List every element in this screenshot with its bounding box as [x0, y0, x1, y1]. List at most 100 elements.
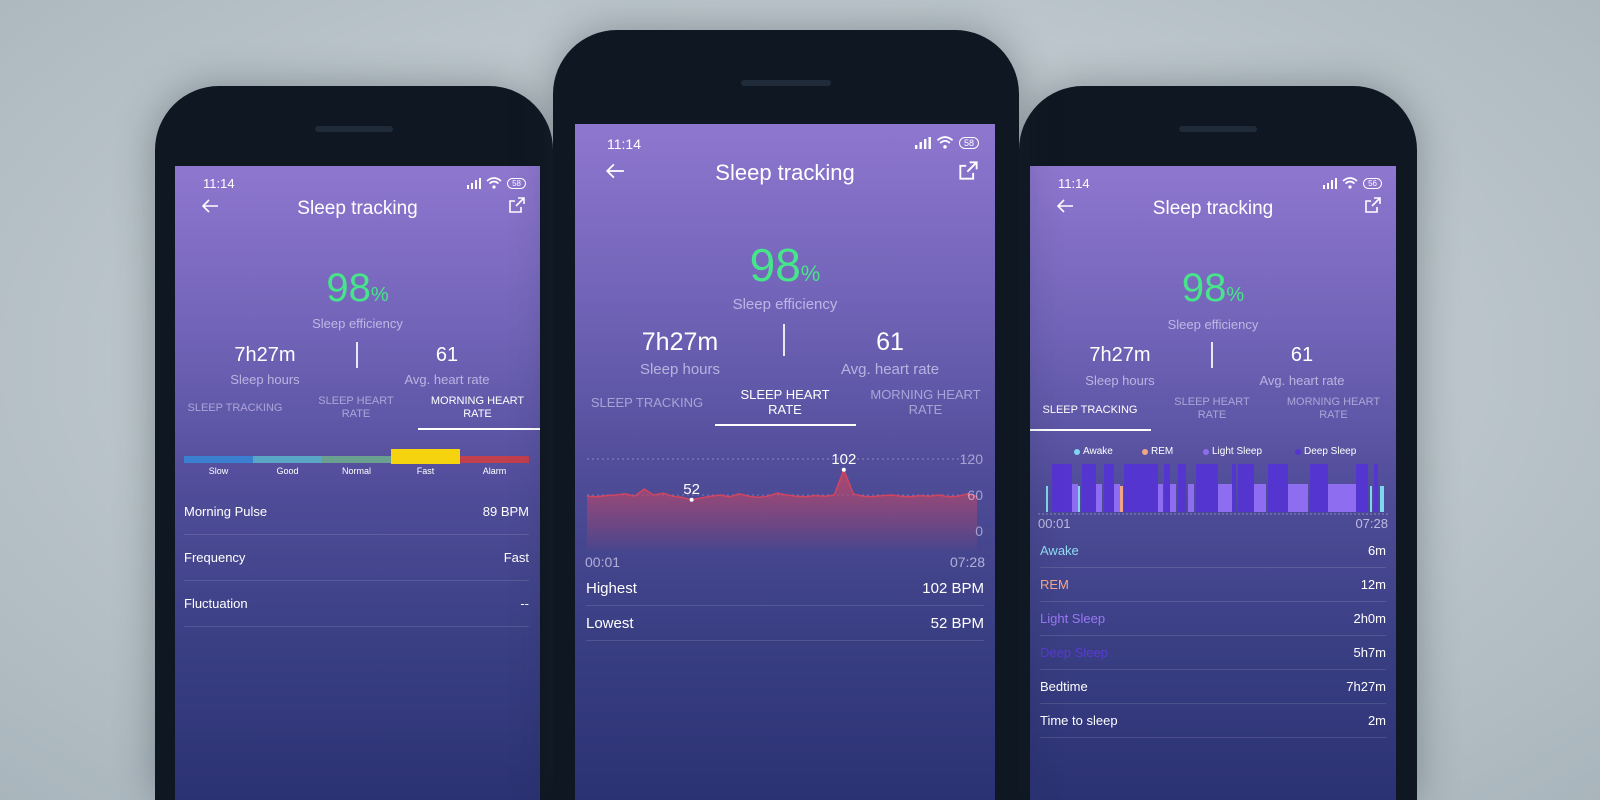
tab-sleep-tracking[interactable]: SLEEP TRACKING [1042, 404, 1138, 416]
stat-label: Deep Sleep [1040, 645, 1108, 660]
stage-block [1128, 464, 1158, 512]
stat-row: Bedtime 7h27m [1040, 670, 1386, 704]
stat-label: Highest [586, 579, 637, 597]
tab-morning-heart-rate[interactable]: MORNING HEART RATE [870, 387, 981, 417]
sleep-stage-chart: 00:01 07:28 [1038, 464, 1388, 531]
x-end-label: 07:28 [950, 554, 985, 570]
heart-rate-label: Avg. heart rate [840, 361, 940, 378]
stat-value: -- [520, 596, 529, 611]
efficiency-label: Sleep efficiency [312, 316, 403, 331]
stat-value: 2h0m [1353, 611, 1386, 626]
heart-rate-value: 61 [876, 328, 904, 356]
status-time: 11:14 [1058, 176, 1090, 191]
scale-label: Normal [341, 466, 371, 476]
y-tick-label: 60 [967, 487, 983, 503]
share-icon [959, 161, 978, 180]
efficiency-number: 98 [749, 239, 801, 291]
tab-active-underline [1030, 429, 1151, 431]
share-button[interactable] [1364, 196, 1382, 219]
legend-label: Deep Sleep [1304, 446, 1357, 457]
heart-rate-line [586, 467, 978, 501]
stat-label: Lowest [586, 614, 634, 632]
scale-label: Good [276, 466, 299, 476]
heart-rate-value: 61 [1290, 344, 1314, 366]
stage-block [1178, 464, 1186, 512]
efficiency-unit: % [370, 284, 389, 306]
speaker-grille [741, 80, 831, 86]
tab-morning-heart-rate[interactable]: MORNING HEART RATE [430, 395, 525, 420]
stage-block [1104, 464, 1114, 512]
share-icon [509, 197, 525, 213]
stage-block [1254, 484, 1266, 512]
stage-block [1238, 464, 1254, 512]
scale-segment-good [253, 456, 322, 463]
stat-row: Lowest 52 BPM [586, 606, 984, 641]
back-button[interactable] [201, 198, 219, 219]
status-icons: 58 [465, 177, 526, 189]
efficiency-value: 98% [175, 268, 540, 315]
heart-rate-value: 61 [435, 344, 459, 366]
stat-row: Awake 6m [1040, 534, 1386, 568]
scale-label: Fast [416, 466, 435, 476]
signal-icon [914, 136, 931, 149]
heart-rate-chart: 120 60 0 52 102 00:01 07:28 [585, 451, 985, 570]
page-title: Sleep tracking [1152, 198, 1274, 219]
scale-segment-normal [322, 456, 391, 463]
stage-block [1120, 486, 1123, 512]
stage-block [1310, 464, 1328, 512]
page-title: Sleep tracking [715, 160, 855, 185]
annotation-label: 52 [683, 481, 700, 498]
wifi-icon [1342, 177, 1358, 189]
stat-value: 52 BPM [930, 614, 984, 632]
stat-value: 5h7m [1353, 645, 1386, 660]
stat-divider [1211, 342, 1213, 368]
tab-sleep-heart-rate[interactable]: SLEEP HEART RATE [740, 387, 830, 417]
stat-row: REM 12m [1040, 568, 1386, 602]
tab-sleep-heart-rate[interactable]: SLEEP HEART RATE [318, 395, 394, 420]
stat-value: 2m [1367, 713, 1386, 728]
sleep-hours-value: 7h27m [1089, 344, 1151, 366]
stat-value: 89 BPM [482, 504, 529, 519]
annotation-label: 102 [831, 451, 856, 468]
stat-row: Time to sleep 2m [1040, 704, 1386, 738]
tab-active-underline [715, 424, 856, 426]
stage-block [1268, 464, 1288, 512]
tab-morning-heart-rate[interactable]: MORNING HEART RATE [1286, 396, 1381, 421]
battery-icon: 58 [958, 136, 979, 149]
efficiency-number: 98 [1181, 266, 1227, 310]
screen-left: 11:14 58 Sleep tracking 98% Sleep effici… [175, 166, 540, 800]
sleep-stage-legend: Awake REM Light Sleep Deep Sleep [1030, 446, 1396, 460]
status-time: 11:14 [203, 176, 235, 191]
tab-sleep-tracking[interactable]: SLEEP TRACKING [590, 395, 704, 410]
stat-label: Time to sleep [1040, 713, 1118, 728]
status-icons: 56 [1321, 177, 1382, 189]
y-tick-label: 120 [960, 451, 984, 467]
efficiency-label: Sleep efficiency [732, 296, 838, 313]
legend-item: REM [1142, 446, 1173, 457]
stage-block [1218, 484, 1232, 512]
stat-label: Light Sleep [1040, 611, 1106, 626]
scale-label: Slow [208, 466, 229, 476]
heart-rate-scale: Slow Good Normal Fast Alarm [184, 446, 529, 486]
back-button[interactable] [605, 162, 625, 185]
stat-value: 102 BPM [922, 579, 984, 597]
share-button[interactable] [508, 196, 526, 219]
stage-block [1170, 484, 1176, 512]
scale-segment-slow [184, 456, 253, 463]
speaker-grille [315, 126, 393, 132]
stage-block [1380, 486, 1384, 512]
stat-value: 12m [1360, 577, 1386, 592]
y-tick-label: 0 [975, 523, 983, 539]
tab-sleep-tracking[interactable]: SLEEP TRACKING [187, 402, 283, 414]
heart-rate-label: Avg. heart rate [404, 372, 490, 387]
arrow-left-icon [605, 163, 624, 179]
efficiency-value: 98% [1030, 268, 1396, 315]
signal-icon [1323, 177, 1338, 189]
tab-sleep-heart-rate[interactable]: SLEEP HEART RATE [1174, 396, 1250, 421]
stat-row: Fluctuation -- [184, 581, 529, 627]
screen-center: 11:14 58 Sleep tracking 98% Sleep effici… [575, 124, 995, 800]
share-button[interactable] [958, 160, 979, 186]
sleep-hours-value: 7h27m [234, 344, 296, 366]
back-button[interactable] [1056, 198, 1074, 219]
stage-block [1164, 464, 1170, 512]
